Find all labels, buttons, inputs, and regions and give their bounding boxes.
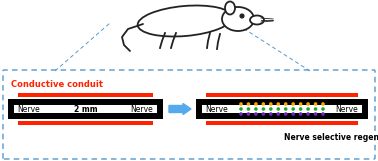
Circle shape bbox=[321, 102, 325, 106]
Ellipse shape bbox=[225, 1, 235, 14]
Circle shape bbox=[276, 107, 280, 111]
Circle shape bbox=[269, 102, 273, 106]
Circle shape bbox=[247, 102, 250, 106]
Circle shape bbox=[254, 112, 258, 116]
Circle shape bbox=[306, 107, 310, 111]
Circle shape bbox=[276, 112, 280, 116]
Circle shape bbox=[314, 102, 318, 106]
Circle shape bbox=[299, 107, 302, 111]
Bar bbox=[326, 105, 362, 113]
Circle shape bbox=[299, 102, 302, 106]
Circle shape bbox=[262, 102, 265, 106]
Bar bbox=[8, 113, 163, 119]
Ellipse shape bbox=[250, 15, 264, 24]
Text: Nerve: Nerve bbox=[336, 104, 358, 114]
Bar bbox=[206, 93, 358, 97]
Circle shape bbox=[291, 102, 295, 106]
Text: Nerve selective regeneration: Nerve selective regeneration bbox=[284, 133, 378, 142]
Circle shape bbox=[306, 112, 310, 116]
Circle shape bbox=[247, 112, 250, 116]
Circle shape bbox=[321, 112, 325, 116]
Circle shape bbox=[291, 107, 295, 111]
Circle shape bbox=[299, 112, 302, 116]
Bar bbox=[202, 105, 238, 113]
Bar bbox=[196, 99, 238, 119]
Bar bbox=[196, 99, 368, 105]
Circle shape bbox=[284, 112, 288, 116]
Bar bbox=[8, 99, 50, 119]
Bar bbox=[326, 99, 368, 119]
Text: 2 mm: 2 mm bbox=[74, 104, 97, 114]
Ellipse shape bbox=[222, 7, 254, 31]
Bar bbox=[196, 113, 368, 119]
Bar bbox=[206, 121, 358, 125]
Circle shape bbox=[254, 107, 258, 111]
Bar bbox=[8, 99, 163, 105]
Circle shape bbox=[306, 102, 310, 106]
Bar bbox=[18, 121, 153, 125]
Circle shape bbox=[247, 107, 250, 111]
Circle shape bbox=[239, 107, 243, 111]
Text: Nerve: Nerve bbox=[18, 104, 40, 114]
Text: Nerve: Nerve bbox=[206, 104, 228, 114]
Circle shape bbox=[284, 102, 288, 106]
Bar bbox=[18, 93, 153, 97]
Bar bbox=[14, 105, 50, 113]
Circle shape bbox=[314, 107, 318, 111]
Ellipse shape bbox=[138, 5, 232, 37]
Circle shape bbox=[269, 112, 273, 116]
Circle shape bbox=[284, 107, 288, 111]
FancyArrow shape bbox=[169, 104, 191, 114]
Circle shape bbox=[291, 112, 295, 116]
Text: Conductive conduit: Conductive conduit bbox=[11, 80, 103, 89]
Circle shape bbox=[254, 102, 258, 106]
Circle shape bbox=[276, 102, 280, 106]
Bar bbox=[121, 105, 157, 113]
Text: Nerve: Nerve bbox=[131, 104, 153, 114]
Circle shape bbox=[314, 112, 318, 116]
Circle shape bbox=[262, 112, 265, 116]
Circle shape bbox=[269, 107, 273, 111]
Circle shape bbox=[240, 14, 244, 18]
Circle shape bbox=[239, 112, 243, 116]
Circle shape bbox=[321, 107, 325, 111]
Bar bbox=[121, 99, 163, 119]
Circle shape bbox=[239, 102, 243, 106]
Circle shape bbox=[262, 107, 265, 111]
